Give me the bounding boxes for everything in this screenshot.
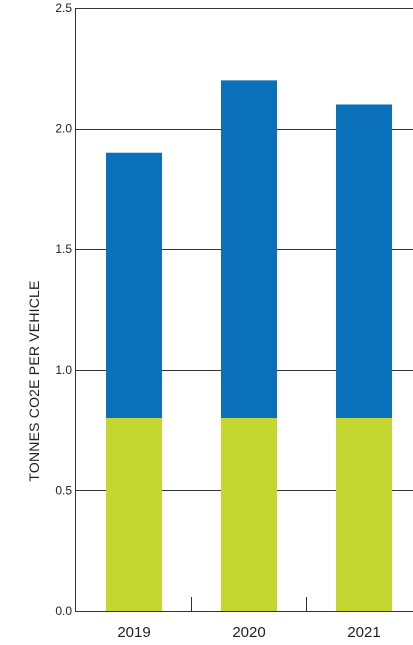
y-tick-label: 0.0 xyxy=(55,604,72,618)
bar-segment xyxy=(106,152,162,419)
y-tick-label: 1.0 xyxy=(55,363,72,377)
bar-segment xyxy=(336,104,392,419)
x-tick-labels: 2019 2020 2021 xyxy=(117,624,380,641)
y-tick-label: 0.5 xyxy=(55,483,72,497)
x-tick-label: 2019 xyxy=(117,624,150,641)
x-tick-label: 2021 xyxy=(347,624,380,641)
y-tick-label: 2.5 xyxy=(55,1,72,15)
y-tick-label: 1.5 xyxy=(55,242,72,256)
bars xyxy=(106,80,392,611)
y-tick-label: 2.0 xyxy=(55,122,72,136)
x-tick-label: 2020 xyxy=(232,624,265,641)
bar-segment xyxy=(221,80,277,419)
bar-segment xyxy=(336,418,392,611)
axes xyxy=(75,8,413,612)
bar-segment xyxy=(106,418,162,611)
bar-segment xyxy=(221,418,277,611)
y-axis-label: TONNES CO2E PER VEHICLE xyxy=(26,280,42,481)
y-tick-labels: 0.0 0.5 1.0 1.5 2.0 2.5 xyxy=(55,1,72,618)
